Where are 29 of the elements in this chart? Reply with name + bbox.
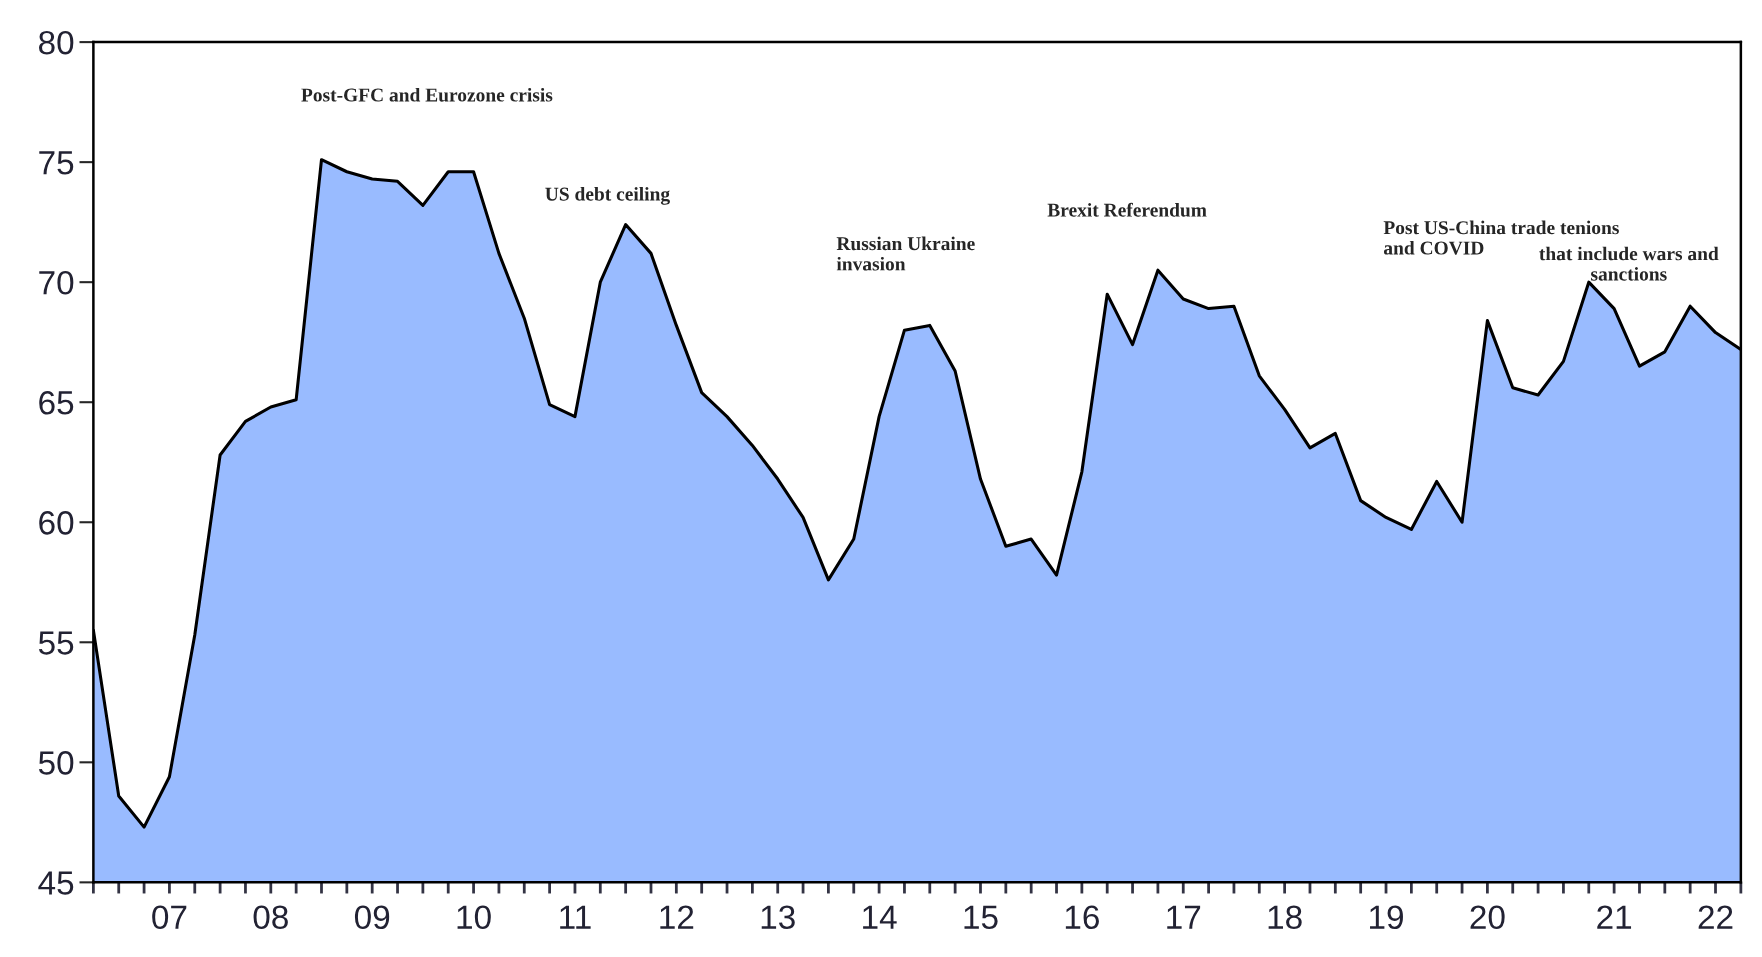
x-tick-label: 13: [761, 905, 795, 930]
x-tick-label: 09: [354, 905, 390, 930]
y-tick-label: 65: [39, 391, 74, 415]
y-tick-label: 80: [39, 30, 74, 55]
x-tick-label: 11: [560, 905, 591, 929]
x-tick-label: 22: [1698, 905, 1733, 929]
y-tick-label: 60: [39, 511, 74, 535]
x-tick-label: 19: [1370, 905, 1403, 930]
x-tick-label: 12: [660, 905, 694, 929]
x-tick-label: 14: [863, 905, 897, 929]
x-tick-label: 17: [1167, 905, 1201, 929]
x-tick-label: 21: [1597, 905, 1632, 929]
annotation: Post-GFC and Eurozone crisis: [301, 87, 553, 102]
x-tick-label: 10: [457, 905, 491, 930]
annotation: Russian Ukraine invasion: [836, 236, 975, 271]
y-tick-label: 75: [39, 151, 74, 175]
y-tick-label: 70: [39, 270, 74, 295]
annotation: that include wars and sanctions: [1539, 246, 1719, 281]
annotation: Brexit Referendum: [1047, 202, 1207, 217]
x-tick-label: 16: [1065, 905, 1099, 930]
x-tick-label: 18: [1268, 905, 1302, 930]
y-tick-label: 50: [38, 751, 74, 775]
y-tick-label: 55: [38, 631, 74, 655]
x-tick-label: 08: [253, 905, 288, 930]
x-tick-label: 20: [1470, 905, 1505, 930]
annotation: US debt ceiling: [545, 186, 670, 205]
x-tick-label: 15: [964, 905, 998, 930]
x-tick-label: 07: [152, 905, 187, 930]
y-tick-label: 45: [38, 871, 74, 895]
